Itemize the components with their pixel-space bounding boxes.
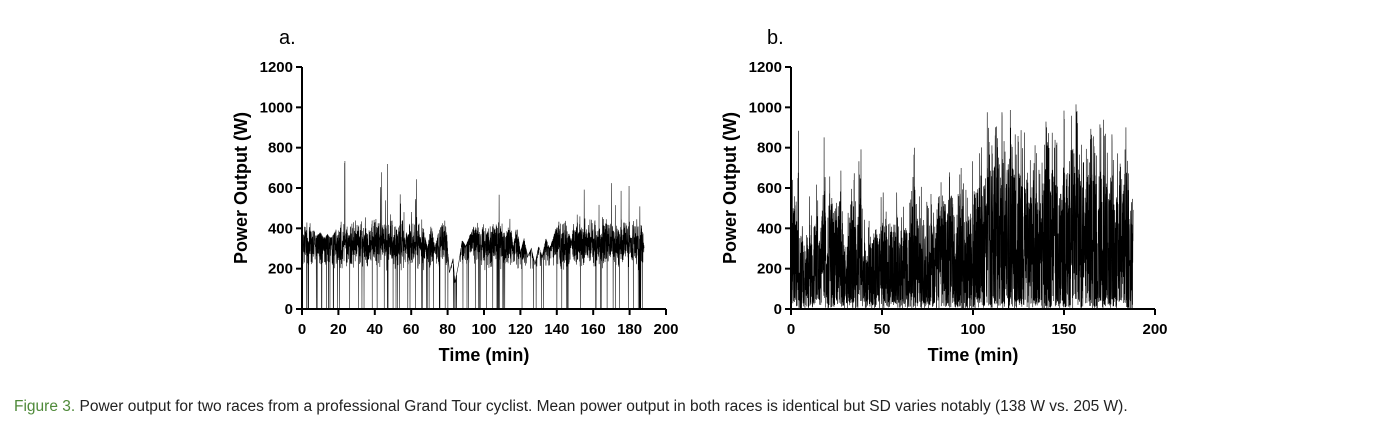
x-tick-label-a: 160 bbox=[581, 321, 606, 338]
y-tick-label-a: 1000 bbox=[260, 99, 293, 116]
chart-a-svg: a. 0 200 400 600 800 1000 1200 0 20 40 60 80 100 120 14… bbox=[231, 27, 679, 365]
y-tick-label-a: 200 bbox=[268, 261, 293, 278]
series-line-a bbox=[301, 161, 645, 310]
x-axis-title-b: Time (min) bbox=[928, 345, 1019, 365]
y-tick-label-b: 600 bbox=[757, 180, 782, 197]
figure-caption-text: Power output for two races from a profes… bbox=[79, 398, 1128, 415]
y-axis-title-a: Power Output (W) bbox=[231, 112, 251, 264]
figure-label: Figure 3. bbox=[14, 398, 76, 415]
x-tick-label-b: 150 bbox=[1051, 321, 1076, 338]
chart-panel-a: a. 0 200 400 600 800 1000 1200 0 20 40 60 80 100 120 14… bbox=[0, 0, 700, 385]
y-tick-label-a: 800 bbox=[268, 140, 293, 157]
y-tick-label-a: 1200 bbox=[260, 59, 293, 76]
series-line-b bbox=[790, 104, 1134, 309]
y-tick-label-b: 1000 bbox=[749, 99, 782, 116]
y-tick-label-b: 200 bbox=[757, 261, 782, 278]
x-tick-label-b: 200 bbox=[1142, 321, 1167, 338]
x-tick-label-b: 50 bbox=[874, 321, 891, 338]
y-tick-label-b: 800 bbox=[757, 140, 782, 157]
x-tick-label-a: 120 bbox=[508, 321, 533, 338]
x-tick-label-a: 60 bbox=[403, 321, 420, 338]
panel-letter-b: b. bbox=[767, 27, 784, 49]
x-axis-title-a: Time (min) bbox=[439, 345, 530, 365]
chart-panel-b: b. 0 200 400 600 800 1000 1200 0 50 100 150 200 Time … bbox=[720, 27, 1168, 365]
chart-b-svg: b. 0 200 400 600 800 1000 1200 0 50 100 150 200 Time … bbox=[720, 27, 1168, 365]
panel-letter-a: a. bbox=[279, 27, 296, 49]
y-tick-label-b: 1200 bbox=[749, 59, 782, 76]
y-axis-title-b: Power Output (W) bbox=[720, 112, 740, 264]
x-tick-label-a: 200 bbox=[653, 321, 678, 338]
x-tick-label-a: 0 bbox=[298, 321, 306, 338]
x-tick-label-a: 140 bbox=[544, 321, 569, 338]
y-tick-label-b: 0 bbox=[774, 301, 782, 318]
figure-caption: Figure 3. Power output for two races fro… bbox=[14, 398, 1384, 416]
y-tick-label-a: 600 bbox=[268, 180, 293, 197]
x-tick-label-b: 100 bbox=[960, 321, 985, 338]
x-tick-label-a: 40 bbox=[366, 321, 383, 338]
x-tick-label-a: 100 bbox=[471, 321, 496, 338]
x-tick-label-a: 20 bbox=[330, 321, 347, 338]
y-tick-label-b: 400 bbox=[757, 220, 782, 237]
x-tick-label-a: 180 bbox=[617, 321, 642, 338]
y-tick-label-a: 0 bbox=[285, 301, 293, 318]
x-tick-label-b: 0 bbox=[787, 321, 795, 338]
y-tick-label-a: 400 bbox=[268, 220, 293, 237]
x-tick-label-a: 80 bbox=[439, 321, 456, 338]
